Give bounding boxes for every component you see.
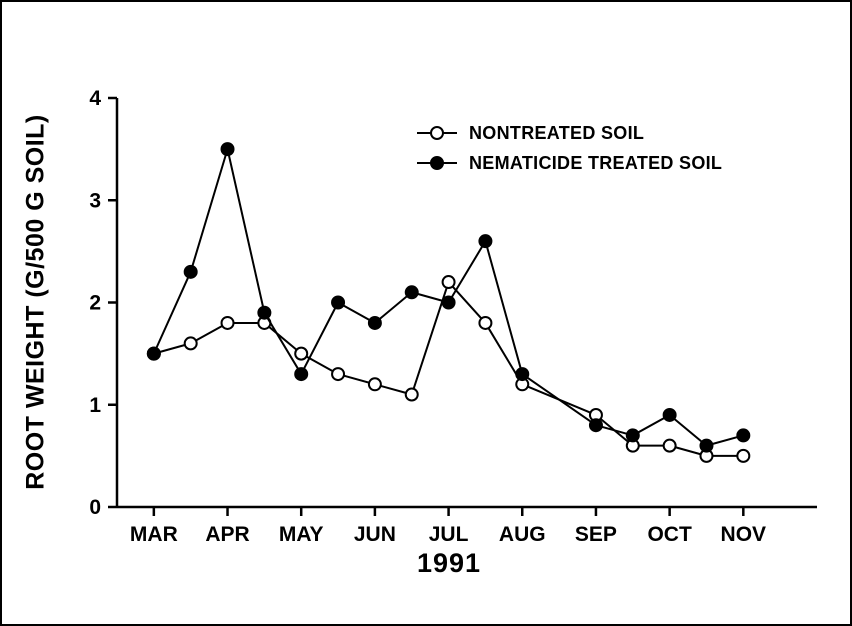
data-point-marker [441,275,456,290]
legend-item-nontreated: NONTREATED SOIL [415,118,722,148]
open-circle-marker-icon [417,126,457,140]
data-point-marker [183,264,198,279]
x-tick-label: MAY [279,523,324,546]
data-point-marker [220,142,235,157]
legend: NONTREATED SOIL NEMATICIDE TREATED SOIL [415,118,722,178]
x-tick-label: AUG [499,523,546,546]
y-tick-label: 0 [89,496,101,519]
data-point-marker [588,418,603,433]
y-tick-label: 2 [89,292,101,315]
data-point-marker [294,346,309,361]
data-point-marker [146,346,161,361]
data-point-marker [478,234,493,249]
data-point-marker [662,438,677,453]
x-tick-label: OCT [647,523,692,546]
data-point-marker [183,336,198,351]
y-tick-label: 1 [89,394,101,417]
data-point-marker [478,315,493,330]
y-tick-label: 4 [89,87,101,110]
data-point-marker [736,448,751,463]
legend-label-nontreated: NONTREATED SOIL [469,122,645,143]
data-point-marker [294,367,309,382]
series-line-nontreated [153,281,744,457]
data-point-marker [699,438,714,453]
data-point-marker [736,428,751,443]
x-tick-label: MAR [130,523,178,546]
filled-circle-marker-icon [417,156,457,170]
data-point-marker [625,428,640,443]
y-axis-title: ROOT WEIGHT (G/500 G SOIL) [21,114,50,490]
x-axis-title: 1991 [416,548,482,578]
data-point-marker [662,407,677,422]
x-tick-label: JUN [354,523,396,546]
data-point-marker [220,315,235,330]
data-point-marker [257,305,272,320]
x-tick-label: JUL [429,523,469,546]
data-point-marker [404,387,419,402]
data-point-marker [331,367,346,382]
data-point-marker [515,367,530,382]
data-point-marker [441,295,456,310]
data-point-marker [404,285,419,300]
legend-label-treated: NEMATICIDE TREATED SOIL [469,152,723,173]
series-line-treated [152,148,744,447]
data-point-marker [367,315,382,330]
x-tick-label: APR [205,523,249,546]
data-point-marker [331,295,346,310]
x-tick-label: SEP [575,523,617,546]
y-tick-label: 3 [89,189,101,212]
legend-item-treated: NEMATICIDE TREATED SOIL [415,148,722,178]
x-tick-label: NOV [721,523,767,546]
data-point-marker [367,377,382,392]
